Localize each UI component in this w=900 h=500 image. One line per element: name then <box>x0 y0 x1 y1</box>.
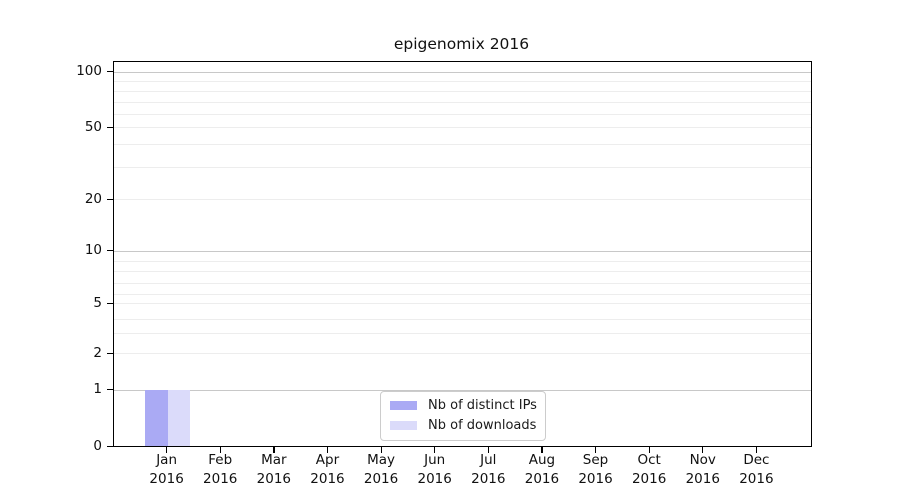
x-tick-mark-3 <box>273 446 275 453</box>
x-tick-mark-10 <box>648 446 650 453</box>
x-tick-mark-9 <box>595 446 597 453</box>
legend-item-downloads: Nb of downloads <box>390 417 536 434</box>
legend-item-ips: Nb of distinct IPs <box>390 397 537 414</box>
gridline-y-30 <box>114 167 811 168</box>
x-tick-month: Feb <box>208 452 233 468</box>
gridline-y-90 <box>114 81 811 82</box>
gridline-y-9 <box>114 261 811 262</box>
x-tick-label-2: Feb 2016 <box>192 451 248 488</box>
gridline-y-70 <box>114 101 811 103</box>
x-tick-label-12: Dec 2016 <box>728 451 784 488</box>
x-tick-month: Aug <box>528 452 556 468</box>
y-tick-mark-1 <box>106 389 114 391</box>
gridline-y-40 <box>114 143 811 145</box>
x-tick-label-6: Jun 2016 <box>407 451 463 488</box>
gridline-y-20 <box>114 199 811 200</box>
x-tick-year: 2016 <box>149 470 184 487</box>
y-tick-label-0: 0 <box>93 437 102 454</box>
y-tick-label-10: 10 <box>84 242 102 259</box>
gridline-y-10 <box>114 250 811 252</box>
x-tick-label-7: Jul 2016 <box>460 451 516 488</box>
y-tick-label-50: 50 <box>84 118 102 135</box>
y-tick-mark-2 <box>106 352 114 354</box>
x-tick-mark-12 <box>755 446 758 453</box>
gridline-y-6 <box>114 294 811 295</box>
x-tick-label-5: May 2016 <box>353 451 409 488</box>
x-tick-month: Jan <box>156 452 178 468</box>
y-tick-mark-50 <box>106 126 114 128</box>
x-tick-year: 2016 <box>739 470 774 487</box>
x-tick-year: 2016 <box>685 470 720 487</box>
y-tick-label-1: 1 <box>93 381 102 398</box>
chart-title: epigenomix 2016 <box>393 35 530 53</box>
y-tick-mark-10 <box>106 250 114 252</box>
bar-downloads-swatch <box>390 421 417 430</box>
x-tick-label-10: Oct 2016 <box>621 451 677 488</box>
x-tick-month: Nov <box>689 452 716 468</box>
y-tick-label-20: 20 <box>84 190 102 207</box>
x-tick-label-4: Apr 2016 <box>299 451 355 488</box>
y-tick-label-100: 100 <box>76 63 102 80</box>
y-tick-mark-0 <box>106 445 114 447</box>
x-tick-month: Jul <box>480 452 497 468</box>
plot-area: Nb of distinct IPs Nb of downloads <box>113 61 812 447</box>
gridline-y-100 <box>114 71 811 73</box>
y-tick-mark-100 <box>106 71 114 73</box>
x-tick-mark-2 <box>219 446 221 453</box>
x-tick-label-9: Sep 2016 <box>568 451 624 488</box>
x-tick-mark-1 <box>166 446 168 453</box>
gridline-y-2 <box>114 353 811 354</box>
gridline-y-60 <box>114 113 811 115</box>
x-tick-year: 2016 <box>363 470 399 487</box>
x-tick-month: Sep <box>582 452 609 468</box>
x-tick-month: May <box>367 452 396 468</box>
gridline-y-3 <box>114 333 811 334</box>
x-tick-year: 2016 <box>256 470 292 487</box>
bar-downloads-jan-2016 <box>167 389 191 446</box>
x-tick-label-1: Jan 2016 <box>139 451 195 488</box>
gridline-y-1 <box>114 389 811 391</box>
x-tick-month: Oct <box>637 452 661 468</box>
x-tick-mark-7 <box>487 446 489 453</box>
y-tick-mark-20 <box>106 198 114 200</box>
x-tick-year: 2016 <box>310 470 345 487</box>
legend-label: Nb of downloads <box>428 418 537 433</box>
gridline-y-50 <box>114 127 811 128</box>
legend-label: Nb of distinct IPs <box>428 398 537 413</box>
x-tick-year: 2016 <box>417 470 452 487</box>
x-tick-year: 2016 <box>203 470 238 487</box>
gridline-y-4 <box>114 319 811 320</box>
y-tick-mark-5 <box>106 302 114 304</box>
bar-ips-jan-2016 <box>145 389 168 446</box>
x-tick-label-11: Nov 2016 <box>675 451 731 488</box>
x-tick-year: 2016 <box>578 470 613 487</box>
x-tick-month: Jun <box>424 452 446 468</box>
x-tick-year: 2016 <box>471 470 506 487</box>
gridline-y-7 <box>114 283 811 284</box>
x-tick-mark-6 <box>434 446 436 453</box>
x-tick-month: Apr <box>315 452 340 468</box>
gridline-y-5 <box>114 303 811 304</box>
x-tick-month: Dec <box>743 452 770 468</box>
x-tick-mark-8 <box>541 446 543 453</box>
legend: Nb of distinct IPs Nb of downloads <box>380 391 546 441</box>
bar-ips-swatch <box>390 401 417 410</box>
y-tick-label-2: 2 <box>93 344 102 361</box>
gridline-y-80 <box>114 91 811 92</box>
x-tick-month: Mar <box>261 452 287 468</box>
x-tick-mark-11 <box>702 446 704 453</box>
x-tick-year: 2016 <box>524 470 560 487</box>
y-tick-label-5: 5 <box>93 294 102 311</box>
x-tick-year: 2016 <box>631 470 667 487</box>
x-tick-mark-4 <box>326 446 329 453</box>
gridline-y-8 <box>114 271 811 272</box>
x-tick-label-3: Mar 2016 <box>246 451 302 488</box>
x-tick-mark-5 <box>380 446 382 453</box>
x-tick-label-8: Aug 2016 <box>514 451 570 488</box>
